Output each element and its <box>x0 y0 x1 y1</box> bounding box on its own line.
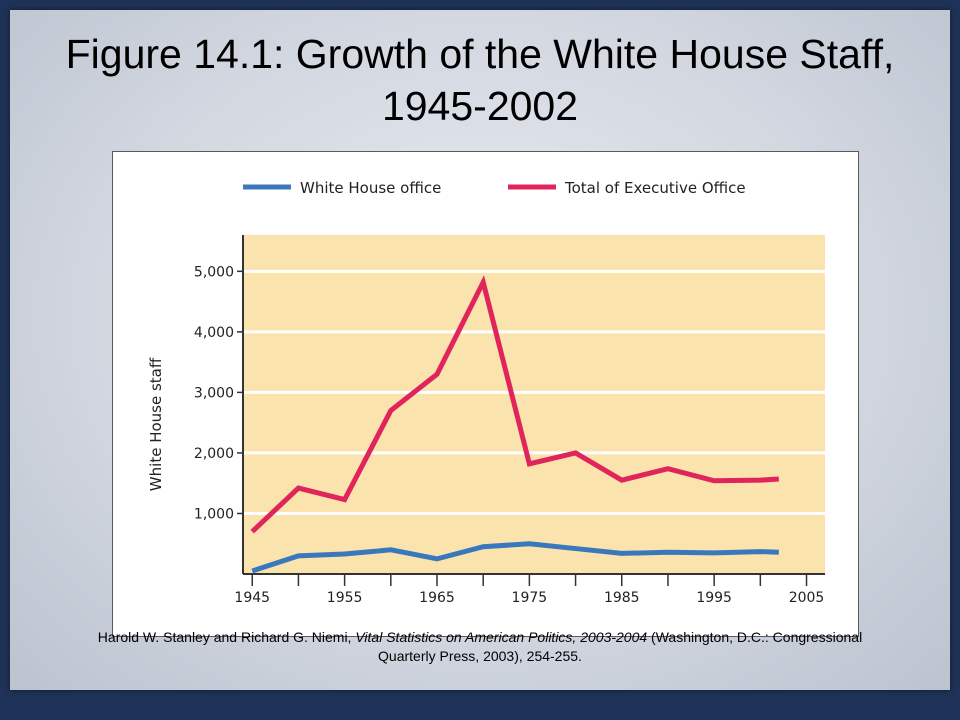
y-tick-label: 1,000 <box>194 506 234 522</box>
x-tick-label: 2005 <box>789 590 825 606</box>
slide-background: Figure 14.1: Growth of the White House S… <box>10 10 950 690</box>
chart-frame: 1,000 2,000 3,000 4,000 5,000 1945 1955 1965 197… <box>112 151 859 637</box>
slide-title: Figure 14.1: Growth of the White House S… <box>65 31 895 129</box>
x-tick-label: 1975 <box>512 590 548 606</box>
y-tick-label: 4,000 <box>194 325 234 341</box>
series-line-white-house-office <box>251 541 779 574</box>
source-publication: (Washington, D.C.: Congressional Quarter… <box>378 629 863 664</box>
legend-label: Total of Executive Office <box>564 179 746 197</box>
x-tick-label: 1985 <box>604 590 640 606</box>
y-tick-label: 2,000 <box>194 446 234 462</box>
x-tick-label: 1945 <box>234 590 270 606</box>
source-citation: Harold W. Stanley and Richard G. Niemi, … <box>70 628 890 666</box>
x-tick-label: 1995 <box>696 590 732 606</box>
line-chart: 1,000 2,000 3,000 4,000 5,000 1945 1955 1965 197… <box>147 179 825 606</box>
legend-label: White House office <box>300 179 441 197</box>
series-line-executive-office <box>250 275 779 534</box>
source-work-title: Vital Statistics on American Politics, 2… <box>355 629 648 645</box>
y-axis-title: White House staff <box>147 357 165 491</box>
x-tick-label: 1955 <box>327 590 363 606</box>
y-tick-label: 3,000 <box>194 385 234 401</box>
x-tick-label: 1965 <box>419 590 455 606</box>
source-author: Harold W. Stanley and Richard G. Niemi, <box>97 629 356 645</box>
plot-area <box>243 235 825 574</box>
y-tick-label: 5,000 <box>194 264 234 280</box>
